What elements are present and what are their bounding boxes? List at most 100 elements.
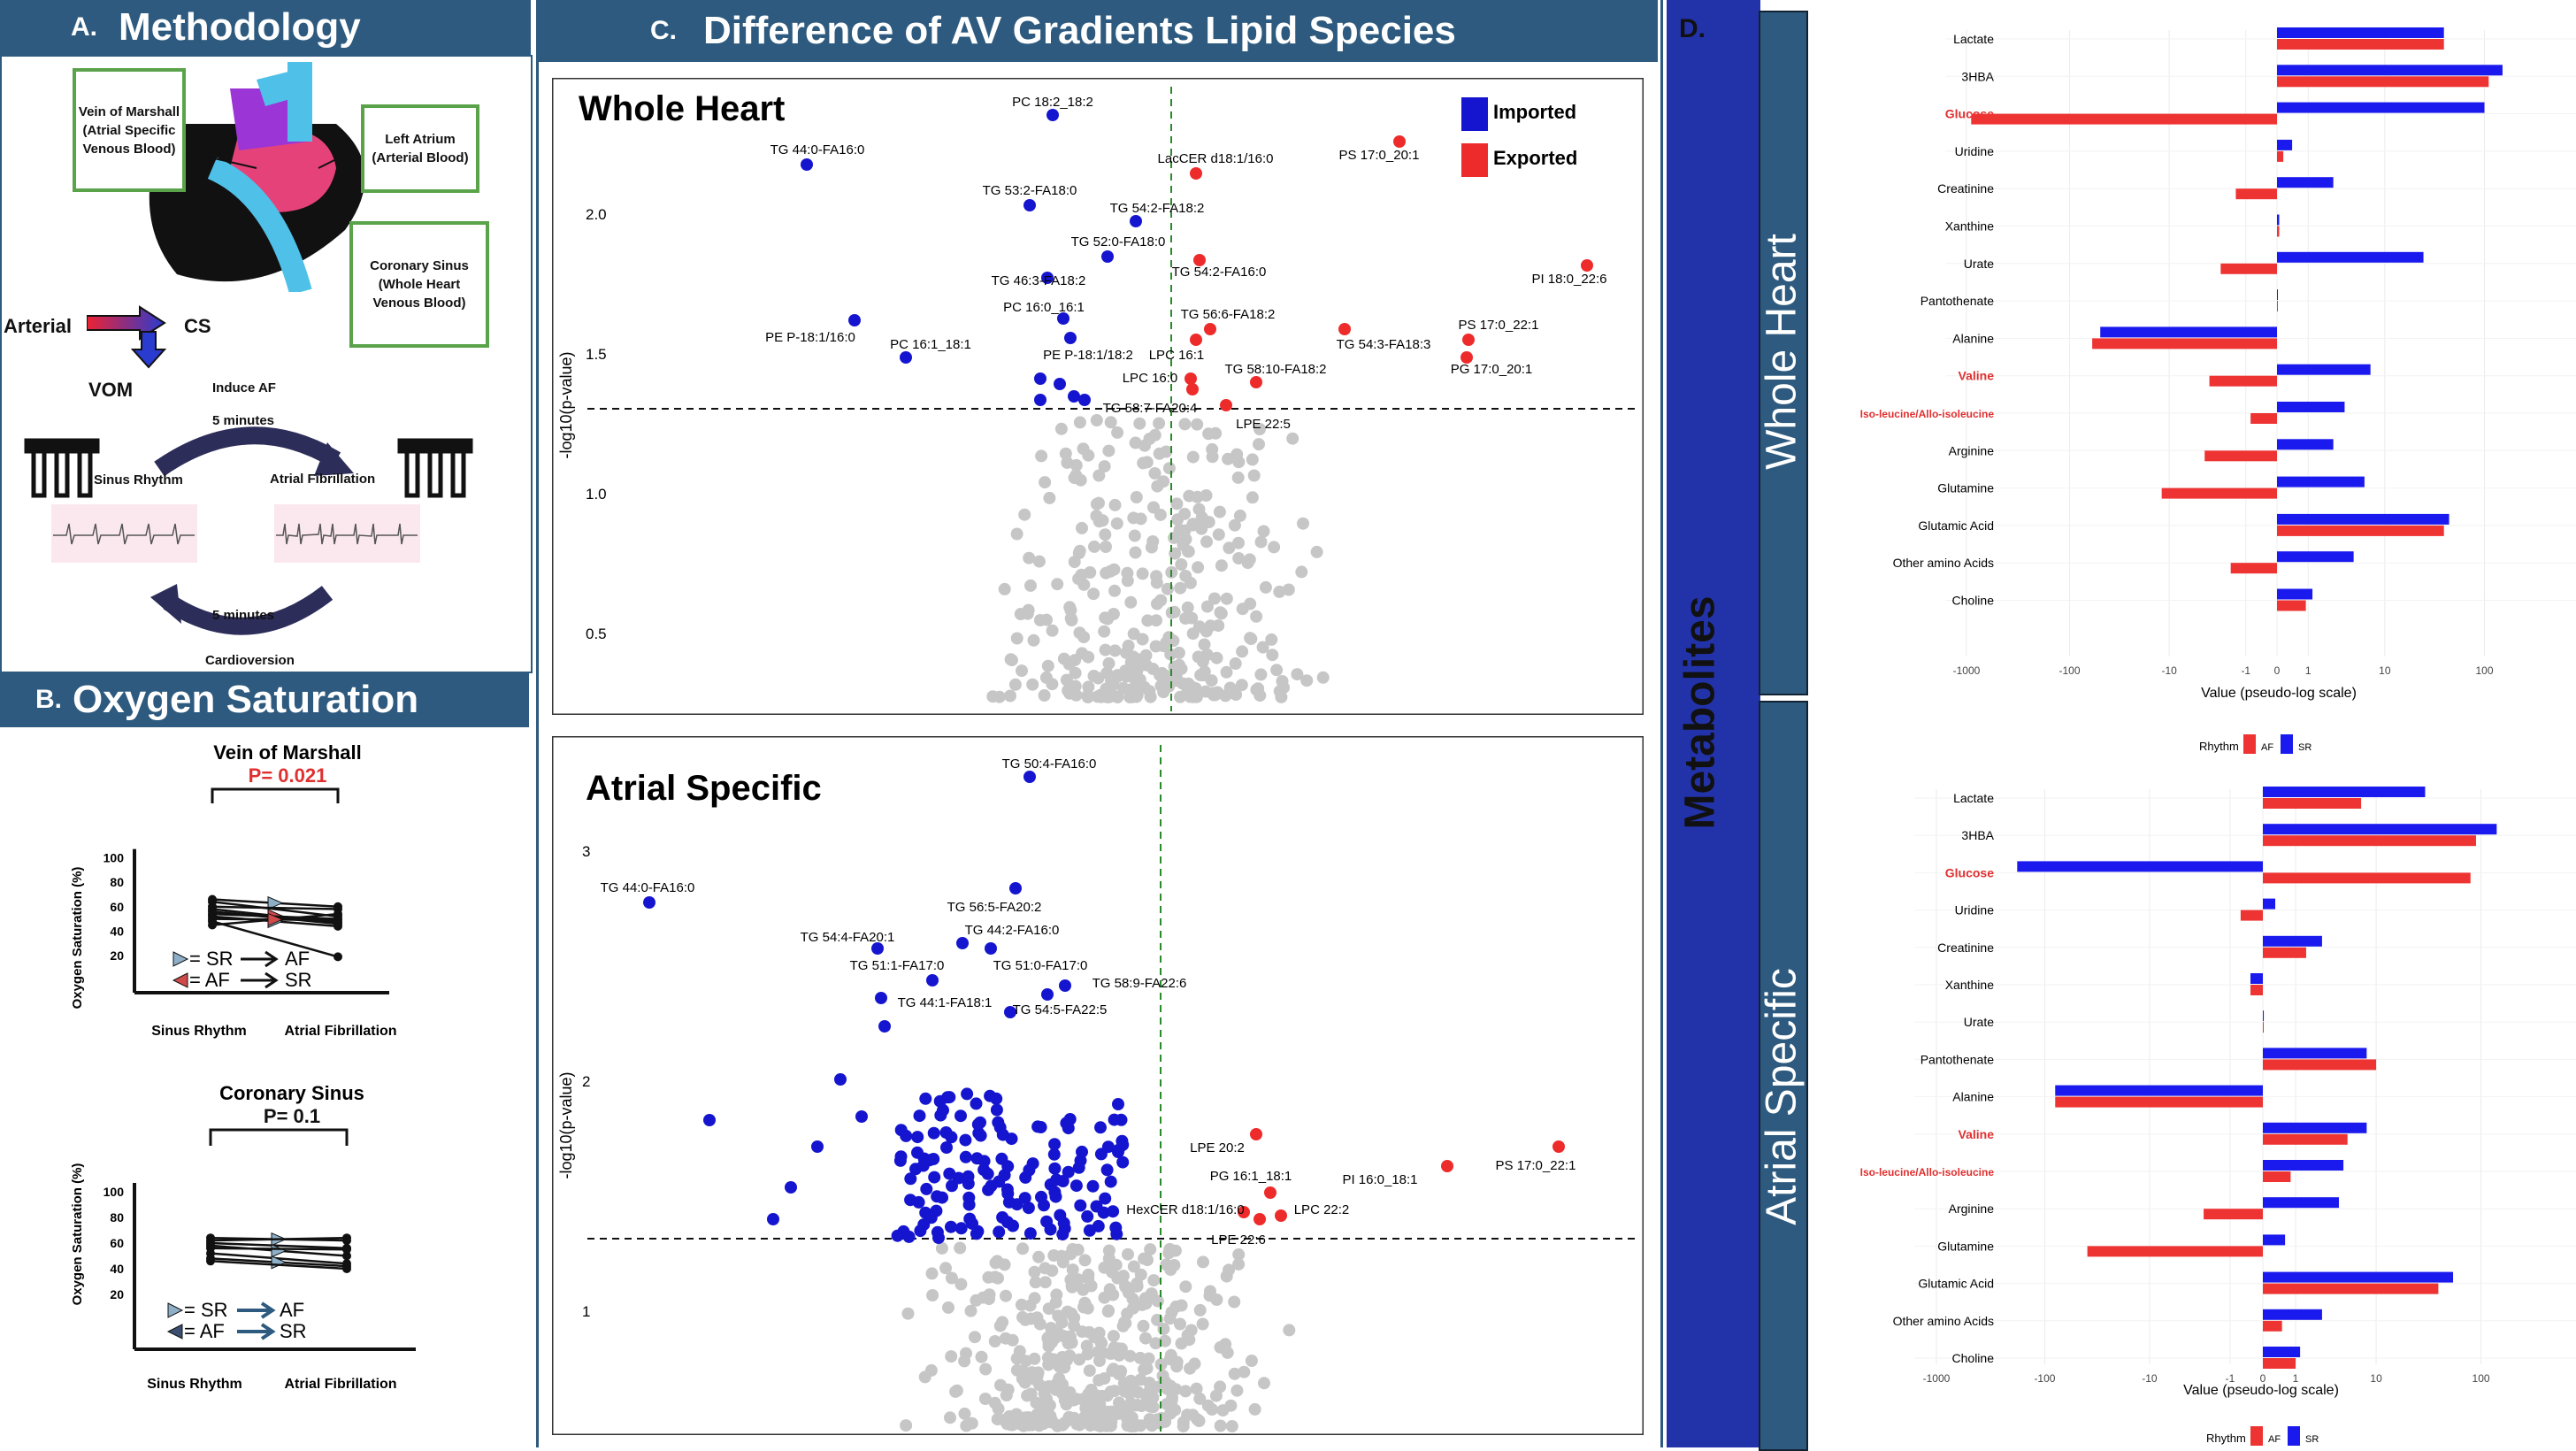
af-bar <box>2209 375 2277 387</box>
imported-point <box>1109 1221 1123 1234</box>
x-tick-label: 100 <box>2472 1372 2490 1385</box>
imported-point <box>966 1217 978 1230</box>
nonsig-point <box>1214 606 1227 619</box>
nonsig-point <box>983 1288 996 1301</box>
whole-legend-af: AF <box>2261 742 2273 753</box>
nonsig-point <box>996 1316 1009 1329</box>
nonsig-point <box>1010 527 1024 541</box>
imported-swatch <box>1461 97 1488 131</box>
af-bar <box>2263 1320 2282 1332</box>
nonsig-point <box>1316 671 1330 684</box>
nonsig-point <box>1168 1259 1181 1271</box>
metabolite-label: Alanine <box>1952 1090 1994 1104</box>
exported-point <box>1393 135 1406 148</box>
imported-point <box>1099 1192 1112 1205</box>
sr-bar <box>2263 1347 2301 1357</box>
nonsig-point <box>1256 641 1269 654</box>
nonsig-point <box>960 1347 972 1360</box>
atrial-nonsig-points <box>900 1241 1296 1432</box>
nonsig-point <box>900 1419 913 1432</box>
x-tick-label: -10 <box>2142 1372 2158 1385</box>
nonsig-point <box>1132 676 1146 689</box>
lipid-label: TG 58:10-FA18:2 <box>1224 362 1326 377</box>
sr-bar <box>2277 476 2365 488</box>
imported-point <box>971 1117 985 1131</box>
x-tick-label: -100 <box>2034 1372 2055 1385</box>
nonsig-point <box>1108 584 1121 597</box>
nonsig-point <box>1166 1392 1178 1405</box>
nonsig-point <box>1268 541 1281 554</box>
nonsig-point <box>1104 564 1117 578</box>
nonsig-point <box>1100 666 1114 679</box>
lipid-label: PI 16:0_18:1 <box>1342 1172 1417 1187</box>
nonsig-point <box>1245 1355 1258 1367</box>
nonsig-point <box>1073 1353 1086 1366</box>
nonsig-point <box>1098 460 1111 473</box>
nonsig-point <box>1197 1255 1209 1269</box>
imported-point <box>1074 1154 1087 1167</box>
y-tick-label: 60 <box>110 1236 124 1250</box>
nonsig-point <box>1088 540 1100 553</box>
nonsig-point <box>1244 597 1257 610</box>
cs-saturation-chart: Coronary Sinus P= 0.1 Oxygen Saturation … <box>70 1082 416 1392</box>
nonsig-point <box>1111 691 1124 703</box>
af-point <box>342 1245 351 1255</box>
nonsig-point <box>1041 659 1054 672</box>
sr-bar <box>2277 251 2424 263</box>
nonsig-point <box>1000 1289 1012 1302</box>
lipid-label: TG 52:0-FA18:0 <box>1071 234 1166 250</box>
whole-volcano-ylabel: -log10(p-value) <box>557 351 575 458</box>
nonsig-point <box>989 1256 1002 1270</box>
nonsig-point <box>1096 514 1109 527</box>
induce-af-arrow-icon <box>154 426 341 477</box>
nonsig-point <box>1282 583 1295 596</box>
atrial-rhythm-legend: Rhythm AF SR <box>2206 1426 2319 1446</box>
y-tick-label: 100 <box>104 1185 125 1199</box>
sr-bar <box>2277 402 2345 412</box>
af-bar <box>2263 1358 2296 1369</box>
af-ecg-trace <box>276 523 418 545</box>
imported-point <box>913 1109 926 1123</box>
nonsig-point <box>986 690 1000 703</box>
panel-a-title: Methodology <box>119 5 361 49</box>
metabolites-strip <box>1667 0 1760 1447</box>
imported-point <box>834 1073 847 1086</box>
nonsig-point <box>944 1411 956 1424</box>
sr-bar <box>2277 139 2293 150</box>
imported-point <box>902 1230 916 1243</box>
af-bar <box>2235 188 2277 200</box>
nonsig-point <box>1000 1389 1013 1401</box>
af-point <box>342 1264 351 1273</box>
exported-point <box>1204 323 1216 335</box>
nonsig-point <box>1215 559 1228 572</box>
nonsig-point <box>1078 1296 1092 1309</box>
imported-point <box>974 1129 987 1142</box>
nonsig-point <box>1078 1254 1092 1267</box>
af-bar <box>2263 947 2306 958</box>
imported-point <box>1081 1209 1094 1223</box>
lipid-label: PE P-18:1/18:2 <box>1043 348 1133 363</box>
nonsig-point <box>1146 1391 1160 1404</box>
imported-point <box>904 1172 917 1186</box>
nonsig-point <box>1099 528 1112 541</box>
nonsig-point <box>1254 668 1268 681</box>
nonsig-point <box>1107 1330 1120 1343</box>
nonsig-point <box>1140 456 1154 469</box>
nonsig-point <box>1140 1362 1154 1375</box>
af-bar <box>2230 563 2277 574</box>
imported-point <box>928 1171 941 1184</box>
direction-marker <box>267 912 284 927</box>
panel-b-title: Oxygen Saturation <box>73 678 419 721</box>
nonsig-point <box>1173 658 1186 672</box>
lipid-label: PI 18:0_22:6 <box>1531 272 1606 287</box>
nonsig-point <box>945 1271 958 1285</box>
nonsig-point <box>1248 1402 1261 1416</box>
nonsig-point <box>1098 1291 1111 1304</box>
whole-xlabel: Value (pseudo-log scale) <box>2201 686 2357 701</box>
imported-point <box>931 1225 944 1239</box>
nonsig-point <box>1233 509 1246 522</box>
imported-point <box>962 1198 976 1211</box>
nonsig-point <box>1068 1319 1081 1332</box>
metabolite-label: Lactate <box>1953 32 1994 46</box>
nonsig-point <box>1210 1294 1223 1306</box>
